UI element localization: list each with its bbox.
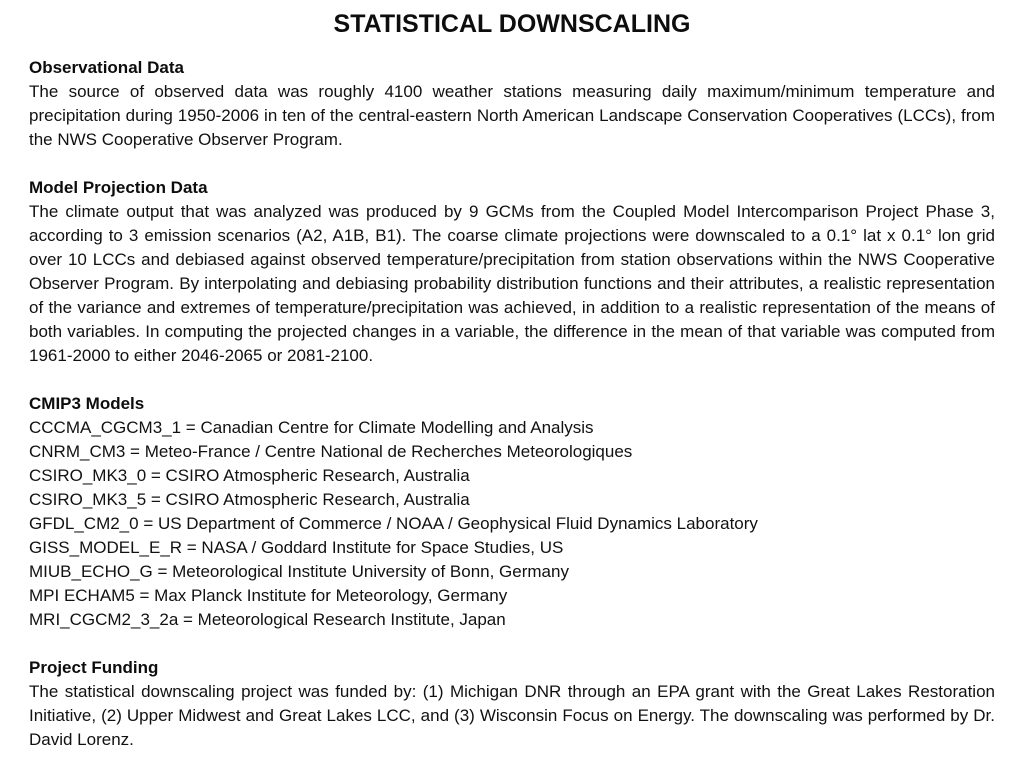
model-projection-data-heading: Model Projection Data	[29, 178, 208, 197]
section-project-funding: Project Funding The statistical downscal…	[29, 656, 995, 752]
section-observational-data: Observational Data The source of observe…	[29, 56, 995, 152]
project-funding-paragraph: The statistical downscaling project was …	[29, 682, 995, 749]
model-list-item: MIUB_ECHO_G = Meteorological Institute U…	[29, 562, 569, 581]
model-list-item: GISS_MODEL_E_R = NASA / Goddard Institut…	[29, 538, 564, 557]
cmip3-models-heading: CMIP3 Models	[29, 394, 145, 413]
model-list-item: GFDL_CM2_0 = US Department of Commerce /…	[29, 514, 758, 533]
model-list-item: MRI_CGCM2_3_2a = Meteorological Research…	[29, 610, 506, 629]
section-model-projection-data: Model Projection Data The climate output…	[29, 176, 995, 368]
section-cmip3-models: CMIP3 Models CCCMA_CGCM3_1 = Canadian Ce…	[29, 392, 995, 632]
observational-data-paragraph: The source of observed data was roughly …	[29, 82, 995, 149]
model-list-item: CSIRO_MK3_5 = CSIRO Atmospheric Research…	[29, 490, 470, 509]
observational-data-heading: Observational Data	[29, 58, 184, 77]
slide-title: STATISTICAL DOWNSCALING	[333, 10, 691, 38]
cmip3-model-list: CCCMA_CGCM3_1 = Canadian Centre for Clim…	[29, 416, 995, 632]
model-list-item: MPI ECHAM5 = Max Planck Institute for Me…	[29, 586, 508, 605]
model-projection-data-paragraph: The climate output that was analyzed was…	[29, 202, 995, 365]
model-list-item: CSIRO_MK3_0 = CSIRO Atmospheric Research…	[29, 466, 470, 485]
model-list-item: CCCMA_CGCM3_1 = Canadian Centre for Clim…	[29, 418, 594, 437]
model-list-item: CNRM_CM3 = Meteo-France / Centre Nationa…	[29, 442, 633, 461]
project-funding-heading: Project Funding	[29, 658, 159, 677]
